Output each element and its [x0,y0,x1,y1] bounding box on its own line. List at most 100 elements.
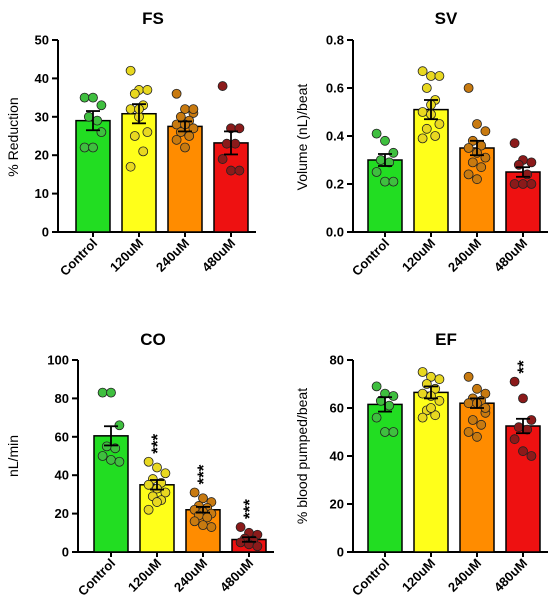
bar-ef-control [367,403,403,553]
data-point-sv-control [388,176,399,187]
data-point-fs-control [96,100,107,111]
data-point-co-120um [152,497,162,507]
data-point-ef-120um [426,403,436,413]
data-point-sv-control [371,167,382,177]
data-point-sv-240um [476,162,487,173]
y-tick-label-sv: 0.2 [326,177,344,192]
data-point-sv-480um [526,157,537,168]
data-point-ef-240um [476,419,487,430]
data-point-co-120um [143,504,154,515]
data-point-fs-120um [129,88,140,99]
data-point-ef-240um [463,398,474,409]
data-point-sv-control [371,128,382,139]
data-point-co-120um [143,456,154,467]
data-point-ef-control [388,427,399,437]
data-point-fs-480um [217,154,228,164]
data-point-co-240um [189,487,200,498]
data-point-sv-120um [434,71,445,81]
data-point-ef-control [388,391,399,401]
y-tick-label-fs: 50 [35,33,49,48]
y-tick-label-fs: 40 [35,71,49,86]
data-point-co-120um [143,479,154,490]
data-point-fs-480um [221,138,232,149]
data-point-sv-240um [472,119,482,129]
y-axis-title-fs: % Reduction [5,97,21,176]
data-point-ef-240um [472,431,482,442]
y-axis-title-ef: % blood pumped/beat [294,388,310,524]
data-point-ef-120um [430,410,441,421]
data-point-co-120um [160,468,171,479]
data-point-ef-control [380,427,390,437]
data-point-fs-240um [171,134,182,145]
data-point-ef-480um [526,415,537,425]
y-tick-label-ef: 60 [330,401,344,416]
y-tick-label-fs: 10 [35,186,49,201]
significance-label-co-240um: *** [194,464,213,484]
data-point-co-control [97,387,108,398]
data-point-fs-480um [226,165,236,176]
data-point-fs-240um [180,142,190,153]
data-point-fs-120um [125,65,136,76]
data-point-ef-120um [417,388,428,399]
data-point-fs-120um [138,146,149,157]
significance-label-co-120um: *** [148,434,167,454]
y-tick-label-co: 20 [55,506,69,521]
data-point-fs-120um [142,127,153,138]
data-point-ef-240um [480,388,491,399]
data-point-co-240um [198,493,208,504]
data-point-co-control [97,451,108,461]
data-point-fs-120um [129,131,140,141]
data-point-sv-480um [518,179,528,189]
data-point-co-240um [198,520,208,531]
bar-ef-480um [505,425,541,553]
data-point-ef-480um [513,422,524,433]
data-point-co-control [114,420,125,431]
data-point-fs-480um [230,138,241,149]
data-point-co-control [106,454,116,465]
panel-title-sv: SV [435,9,458,28]
data-point-sv-120um [421,123,432,134]
data-point-fs-240um [188,104,199,115]
data-point-sv-control [380,176,390,187]
y-tick-label-sv: 0.0 [326,225,344,240]
data-point-co-240um [206,522,217,532]
data-point-ef-240um [467,415,478,425]
data-point-ef-240um [463,371,474,382]
bar-fs-control [75,119,111,233]
data-point-fs-120um [142,85,153,95]
data-point-ef-480um [518,446,528,457]
data-point-sv-240um [463,83,474,93]
data-point-ef-480um [509,434,520,445]
y-tick-label-co: 0 [62,545,69,560]
data-point-ef-240um [463,427,474,437]
data-point-sv-240um [480,126,491,137]
y-tick-label-sv: 0.4 [326,129,345,144]
data-point-sv-480um [509,138,520,149]
data-point-ef-120um [417,367,428,377]
data-point-ef-control [371,381,382,392]
data-point-sv-120um [430,131,441,141]
y-tick-label-co: 60 [55,429,69,444]
y-tick-label-co: 40 [55,468,69,483]
data-point-sv-120um [426,71,436,81]
data-point-sv-control [375,155,386,165]
data-point-fs-control [79,92,90,103]
data-point-sv-120um [417,107,428,117]
data-point-sv-control [380,135,390,146]
data-point-fs-control [88,92,98,103]
data-point-fs-240um [184,131,195,141]
data-point-co-480um [252,541,263,552]
panel-title-co: CO [140,330,166,349]
data-point-fs-480um [217,81,228,91]
y-tick-label-ef: 80 [330,353,344,368]
data-point-fs-control [92,115,103,126]
data-point-fs-control [83,111,94,122]
y-tick-label-co: 80 [55,391,69,406]
data-point-ef-480um [518,393,528,404]
data-point-fs-480um [234,165,245,176]
y-tick-label-ef: 0 [337,545,344,560]
data-point-ef-120um [434,374,445,385]
